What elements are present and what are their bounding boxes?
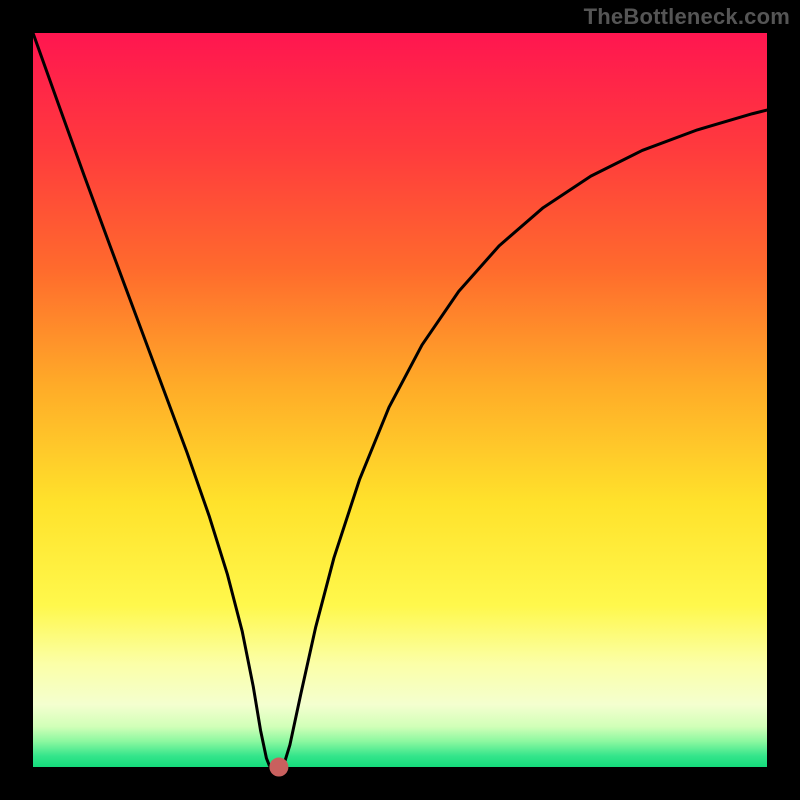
optimum-marker	[270, 758, 288, 776]
chart-frame: TheBottleneck.com	[0, 0, 800, 800]
watermark-text: TheBottleneck.com	[584, 4, 790, 30]
bottleneck-chart	[0, 0, 800, 800]
plot-area-rect	[33, 33, 767, 767]
